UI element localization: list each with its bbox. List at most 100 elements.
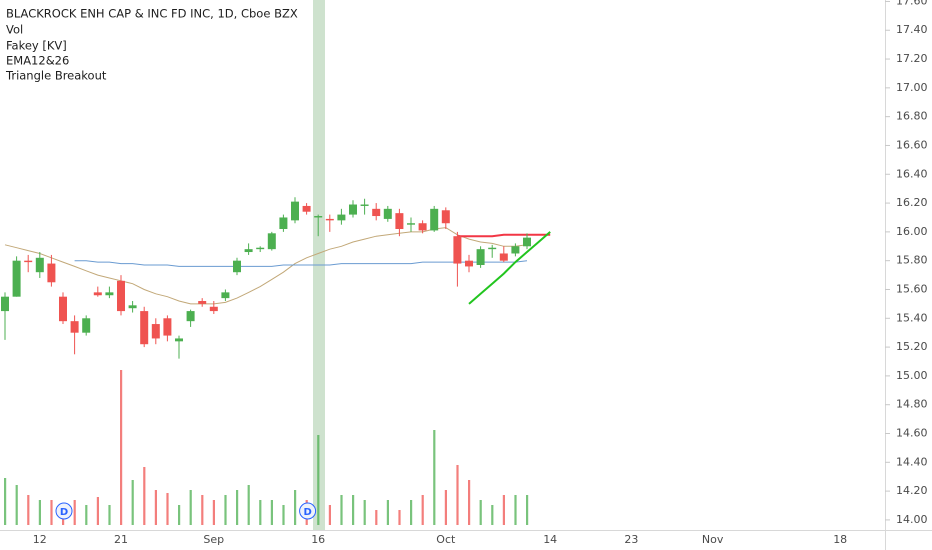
candle-body [279, 217, 288, 229]
volume-bar [282, 505, 285, 525]
volume-bar [479, 500, 482, 525]
candle-body [302, 205, 311, 212]
y-tick-label: 15.40 [896, 311, 928, 324]
y-tick-label: 16.60 [896, 138, 928, 151]
candle-body [186, 311, 195, 322]
volume-bar [38, 500, 41, 525]
volume-bar [294, 490, 297, 525]
candle-body [163, 318, 172, 336]
candle-body [465, 260, 473, 267]
volume-bar [375, 510, 378, 525]
candle-body [349, 204, 357, 215]
volume-bar [120, 370, 123, 525]
volume-bar [15, 485, 18, 525]
candle-body [418, 223, 427, 231]
x-tick-label: 12 [33, 533, 47, 546]
candle-body [82, 318, 91, 333]
candle-body [383, 208, 392, 219]
candle-body [244, 249, 253, 253]
x-tick-label: 21 [114, 533, 128, 546]
candle-body [117, 280, 125, 312]
volume-bar [166, 493, 169, 525]
candle-body [476, 249, 485, 265]
volume-bar [96, 497, 99, 525]
volume-bar [410, 500, 413, 525]
candle-body [488, 247, 497, 250]
candle-body [24, 260, 33, 263]
volume-bar [456, 465, 459, 525]
y-tick-label: 14.60 [896, 427, 928, 440]
indicator-line [468, 231, 551, 305]
y-tick-label: 16.20 [896, 196, 928, 209]
candle-body [360, 204, 369, 206]
y-tick-label: 15.20 [896, 340, 928, 353]
candle-body [267, 233, 276, 250]
y-tick-label: 14.00 [896, 513, 928, 526]
y-tick-label: 17.00 [896, 81, 928, 94]
volume-bar [526, 495, 529, 525]
candle-body [499, 253, 508, 261]
y-tick-label: 15.00 [896, 369, 928, 382]
candle-body [70, 321, 79, 333]
candle-body [337, 214, 346, 221]
dividend-label: D [60, 507, 68, 518]
x-tick-label: 18 [833, 533, 847, 546]
volume-bar [189, 490, 192, 525]
candle-body [407, 223, 415, 225]
volume-bar [178, 505, 181, 525]
volume-bar [108, 505, 111, 525]
candle-body [128, 305, 137, 309]
volume-bar [502, 495, 505, 525]
y-tick-label: 17.40 [896, 23, 928, 36]
volume-bar [270, 500, 273, 525]
volume-bar [386, 500, 389, 525]
candle-body [430, 208, 439, 231]
indicator-label: Vol [6, 23, 23, 37]
candle-body [59, 296, 67, 322]
volume-bar [4, 478, 7, 525]
volume-bar [421, 495, 424, 525]
legend: BLACKROCK ENH CAP & INC FD INC, 1D, Cboe… [5, 7, 298, 83]
volume-bar [131, 480, 134, 525]
volume-bar [85, 505, 88, 525]
volume-bar [352, 495, 355, 525]
volume-bar [468, 480, 471, 525]
candle-body [453, 236, 462, 264]
dividend-label: D [303, 507, 311, 518]
volume-bar [444, 490, 447, 525]
candle-body [256, 247, 265, 250]
indicator-line [457, 233, 551, 238]
volume-bar [212, 500, 215, 525]
x-tick-label: 16 [311, 533, 325, 546]
volume-bar [73, 500, 76, 525]
candle-body [523, 237, 531, 247]
candle-body [372, 208, 381, 217]
indicator-line [4, 227, 528, 305]
y-tick-label: 16.00 [896, 225, 928, 238]
candle-body [47, 263, 56, 283]
candle-body [93, 292, 102, 296]
candle-body [151, 324, 160, 339]
volume-bar [340, 495, 343, 525]
volume-bar [328, 505, 331, 525]
volume-bar [201, 495, 204, 525]
y-tick-label: 14.40 [896, 455, 928, 468]
volume-bar [247, 485, 250, 525]
candle-body [233, 260, 241, 273]
x-tick-label: Sep [203, 533, 224, 546]
volume-bar [27, 495, 30, 525]
y-tick-label: 14.80 [896, 398, 928, 411]
indicator-label: Fakey [KV] [6, 39, 67, 53]
volume-bar [236, 490, 239, 525]
candle-body [140, 311, 149, 345]
candle-body [12, 260, 21, 297]
candle-body [1, 296, 9, 312]
candle-body [441, 210, 450, 224]
y-tick-label: 15.60 [896, 282, 928, 295]
volume-bar [363, 500, 366, 525]
y-tick-label: 15.80 [896, 254, 928, 267]
y-tick-label: 16.80 [896, 110, 928, 123]
volume-bar [154, 490, 157, 525]
